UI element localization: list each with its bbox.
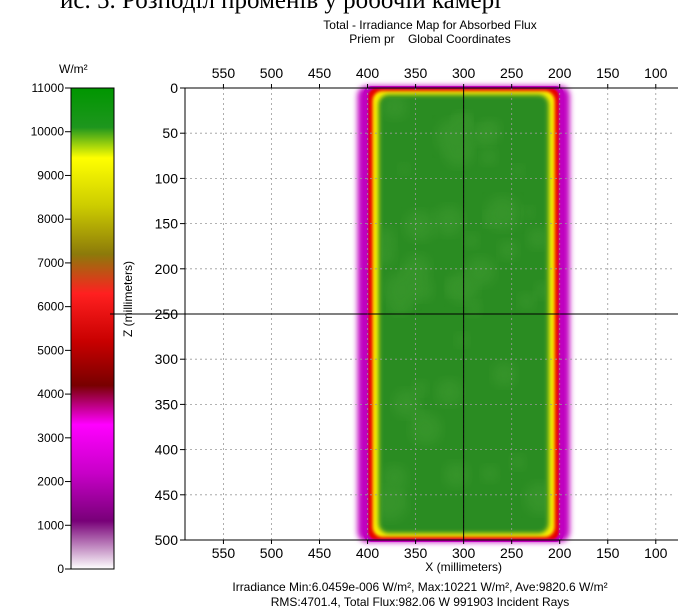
texture-blob <box>381 240 396 267</box>
texture-blob <box>443 136 475 168</box>
x-tick-label-bottom: 400 <box>356 545 380 561</box>
texture-blob <box>481 464 499 483</box>
texture-blob <box>522 205 535 219</box>
page-caption: ис. 5. Розподіл променів у робочій камер… <box>60 0 502 14</box>
x-tick-label-top: 250 <box>500 65 524 81</box>
texture-blob <box>443 461 470 488</box>
texture-blob <box>517 292 536 311</box>
x-tick-label-bottom: 450 <box>308 545 332 561</box>
y-tick-label: 350 <box>155 396 179 412</box>
x-tick-label-bottom: 350 <box>404 545 428 561</box>
colorbar-tick-label: 5000 <box>37 343 64 357</box>
x-tick-label-bottom: 100 <box>644 545 668 561</box>
texture-blob <box>454 332 470 348</box>
texture-blob <box>433 205 465 237</box>
x-axis-label: X (millimeters) <box>425 560 502 574</box>
texture-blob <box>403 210 435 242</box>
y-tick-label: 300 <box>155 351 179 367</box>
texture-blob <box>480 148 498 166</box>
colorbar: W/m² 0 1000 2000 3000 4000 5000 6000 7000 8000 900… <box>31 62 115 576</box>
texture-blob <box>491 361 517 388</box>
x-tick-label-bottom: 300 <box>452 545 476 561</box>
x-tick-label-top: 350 <box>404 65 428 81</box>
stats-line-irradiance: Irradiance Min:6.0459e-006 W/m², Max:102… <box>232 580 608 594</box>
texture-blob <box>382 98 408 120</box>
stats-line-flux: RMS:4701.4, Total Flux:982.06 W 991903 I… <box>270 595 570 609</box>
colorbar-tick-label: 2000 <box>37 475 64 489</box>
colorbar-tick-label: 4000 <box>37 387 64 401</box>
texture-blob <box>511 164 525 178</box>
texture-blob <box>473 124 495 147</box>
texture-blob <box>381 464 408 491</box>
chart-subtitle: Priem pr Global Coordinates <box>349 32 511 46</box>
y-tick-label: 400 <box>155 442 179 458</box>
texture-blob <box>435 378 463 406</box>
texture-blob <box>385 489 404 508</box>
x-tick-label-top: 450 <box>308 65 332 81</box>
y-axis-label: Z (millimeters) <box>121 261 135 337</box>
x-tick-label-bottom: 500 <box>260 545 284 561</box>
texture-blob <box>392 389 422 418</box>
y-tick-label: 500 <box>155 532 179 548</box>
x-tick-label-bottom: 150 <box>596 545 620 561</box>
y-tick-label: 250 <box>155 306 179 322</box>
y-tick-label: 200 <box>155 261 179 277</box>
texture-blob <box>463 232 480 249</box>
x-tick-label-top: 300 <box>452 65 476 81</box>
texture-blob <box>485 195 521 231</box>
x-tick-label-top: 100 <box>644 65 668 81</box>
colorbar-gradient <box>70 87 115 570</box>
texture-blob <box>446 278 465 297</box>
texture-blob <box>510 454 526 471</box>
colorbar-tick-label: 3000 <box>37 431 64 445</box>
y-tick-label: 100 <box>155 170 179 186</box>
chart-title: Total - Irradiance Map for Absorbed Flux <box>323 18 537 32</box>
colorbar-tick-label: 6000 <box>37 300 64 314</box>
texture-blob <box>388 293 411 316</box>
texture-blob <box>412 380 429 397</box>
y-tick-label: 50 <box>162 125 178 141</box>
texture-blob <box>397 163 410 176</box>
x-tick-label-bottom: 250 <box>500 545 524 561</box>
texture-blob <box>402 253 432 283</box>
texture-blob <box>498 239 519 261</box>
colorbar-tick-label: 1000 <box>37 518 64 532</box>
colorbar-tick-label: 10000 <box>31 125 65 139</box>
texture-blob <box>409 412 443 446</box>
x-tick-label-top: 500 <box>260 65 284 81</box>
colorbar-tick-label: 9000 <box>37 168 64 182</box>
texture-blob <box>524 482 546 515</box>
x-tick-label-top: 200 <box>548 65 572 81</box>
core-texture <box>381 98 546 522</box>
y-tick-label: 0 <box>170 80 178 96</box>
texture-blob <box>527 227 546 250</box>
colorbar-tick-label: 7000 <box>37 256 64 270</box>
x-tick-label-bottom: 200 <box>548 545 572 561</box>
x-tick-label-top: 150 <box>596 65 620 81</box>
x-tick-label-bottom: 550 <box>212 545 236 561</box>
y-tick-label: 450 <box>155 487 179 503</box>
texture-blob <box>451 115 472 136</box>
x-tick-label-top: 550 <box>212 65 236 81</box>
y-tick-label: 150 <box>155 216 179 232</box>
texture-blob <box>465 300 482 317</box>
texture-blob <box>381 227 396 249</box>
irradiance-map <box>110 86 678 542</box>
colorbar-tick-label: 0 <box>57 562 64 576</box>
colorbar-tick-label: 8000 <box>37 212 64 226</box>
plot-axes: 5505505005004504504004003503503003002502… <box>121 65 678 574</box>
colorbar-unit-label: W/m² <box>59 62 88 76</box>
colorbar-tick-label: 11000 <box>32 81 65 95</box>
x-tick-label-top: 400 <box>356 65 380 81</box>
texture-blob <box>534 281 546 300</box>
